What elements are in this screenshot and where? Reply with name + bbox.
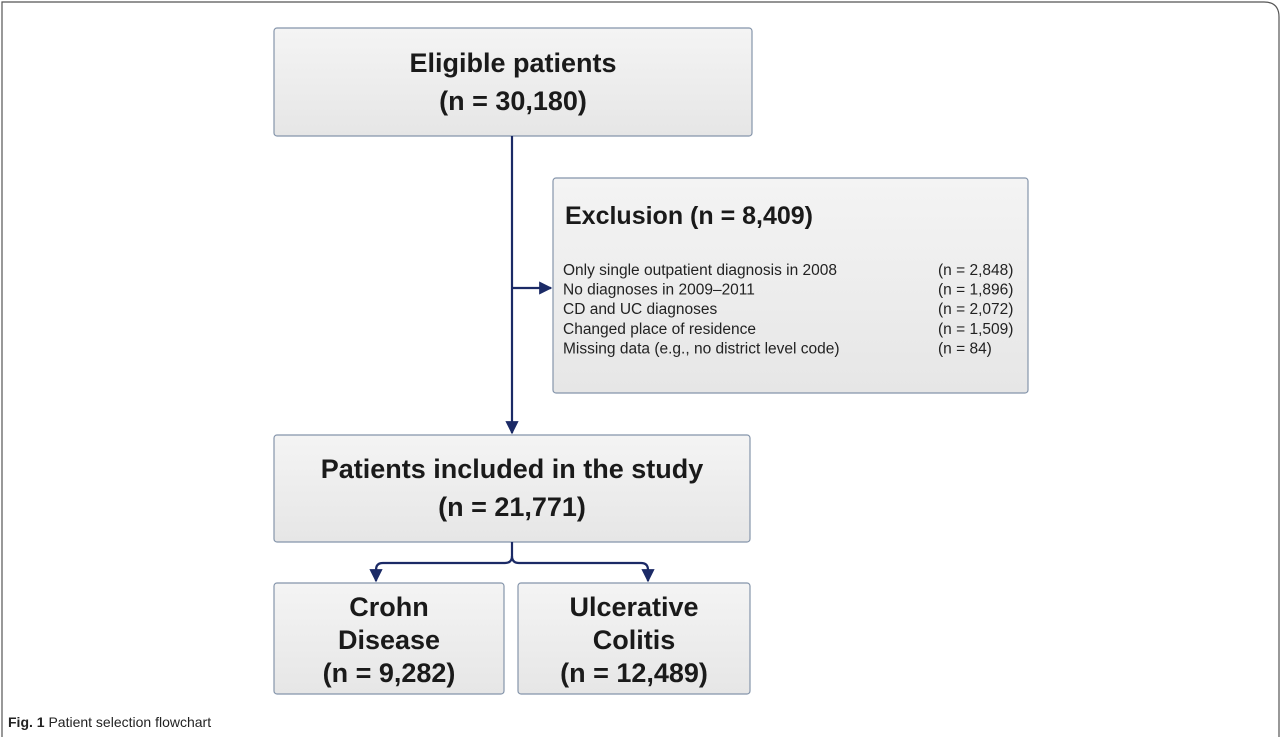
exclusion-reason: CD and UC diagnoses bbox=[563, 301, 717, 318]
uc-line: Colitis bbox=[593, 625, 676, 655]
exclusion-count: (n = 1,509) bbox=[938, 321, 1013, 338]
exclusion-reason: Missing data (e.g., no district level co… bbox=[563, 340, 840, 357]
crohn-count: (n = 9,282) bbox=[323, 658, 456, 688]
exclusion-box bbox=[552, 177, 1029, 394]
exclusion-count: (n = 2,072) bbox=[938, 301, 1013, 318]
crohn-line: Crohn bbox=[349, 592, 428, 622]
exclusion-reason: No diagnoses in 2009–2011 bbox=[563, 282, 755, 299]
caption-label: Fig. 1 bbox=[8, 714, 45, 730]
eligible-count: (n = 30,180) bbox=[439, 86, 587, 116]
uc-box bbox=[517, 582, 751, 695]
crohn-box bbox=[273, 582, 505, 695]
exclusion-reason: Changed place of residence bbox=[563, 321, 756, 338]
included-box bbox=[273, 434, 751, 543]
arrow bbox=[369, 542, 514, 583]
crohn-line: Disease bbox=[338, 625, 440, 655]
exclusion-list: Only single outpatient diagnosis in 2008… bbox=[563, 262, 1013, 357]
exclusion-count: (n = 1,896) bbox=[938, 282, 1013, 299]
included-count: (n = 21,771) bbox=[438, 492, 586, 522]
exclusion-count: (n = 84) bbox=[938, 340, 992, 357]
included-title: Patients included in the study bbox=[321, 454, 704, 484]
caption-text: Patient selection flowchart bbox=[48, 714, 211, 730]
exclusion-count: (n = 2,848) bbox=[938, 262, 1013, 279]
exclusion-reason: Only single outpatient diagnosis in 2008 bbox=[563, 262, 837, 279]
caption: Fig. 1 Patient selection flowchart bbox=[8, 714, 211, 730]
exclusion-title: Exclusion (n = 8,409) bbox=[565, 202, 813, 230]
uc-line: Ulcerative bbox=[569, 592, 698, 622]
eligible-box bbox=[273, 27, 753, 137]
uc-count: (n = 12,489) bbox=[560, 658, 708, 688]
eligible-title: Eligible patients bbox=[409, 48, 616, 78]
arrow bbox=[510, 555, 655, 583]
